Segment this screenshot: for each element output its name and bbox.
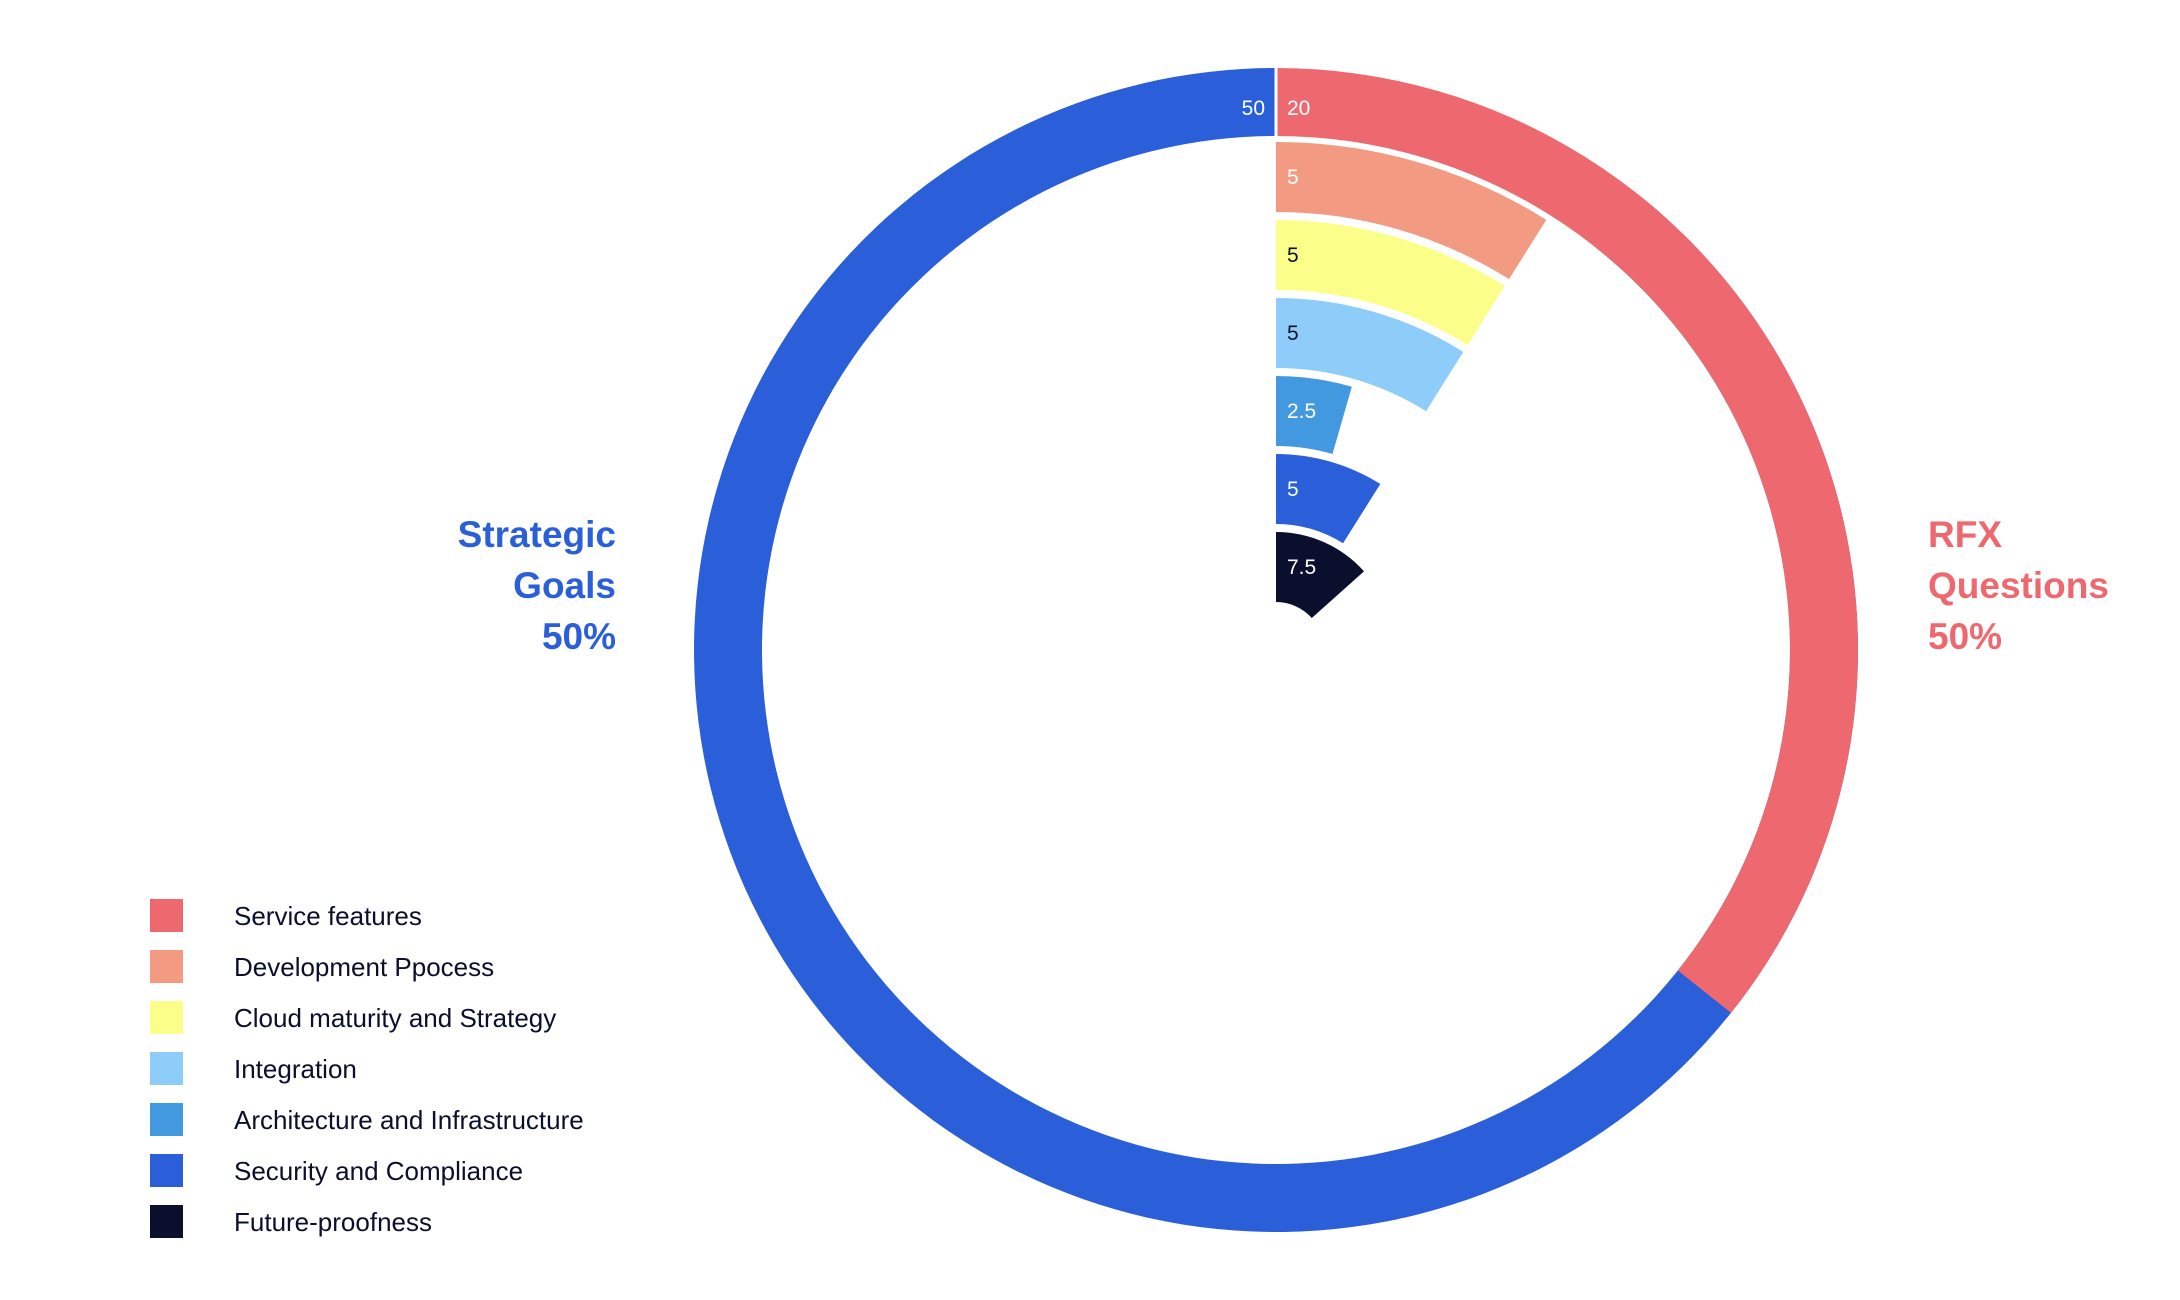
strategic-goals-label-line: Goals [513, 565, 616, 606]
inner-bar [1276, 298, 1464, 412]
legend-item: Service features [150, 899, 710, 932]
rfx-questions-label-line: RFX [1928, 514, 2002, 555]
rfx-questions-arc [1276, 68, 1859, 1013]
legend-swatch [150, 1103, 183, 1136]
legend-label: Integration [234, 1054, 357, 1084]
inner-bar [1276, 142, 1547, 280]
inner-bar-value-label: 7.5 [1287, 556, 1316, 579]
inner-bar [1276, 220, 1505, 346]
legend-swatch [150, 950, 183, 983]
legend-label: Security and Compliance [234, 1156, 524, 1186]
strategic-goals-value-label: 50 [1242, 97, 1265, 120]
inner-bar-value-label: 2.5 [1287, 400, 1316, 423]
legend-label: Development Ppocess [234, 952, 495, 982]
inner-bar-value-label: 5 [1287, 322, 1299, 345]
rfx-questions-label-line: Questions [1928, 565, 2109, 606]
legend-label: Cloud maturity and Strategy [234, 1003, 557, 1033]
inner-bar [1276, 532, 1364, 619]
inner-bar-value-label: 5 [1287, 244, 1299, 267]
legend-swatch [150, 1154, 183, 1187]
legend-label: Architecture and Infrastructure [234, 1105, 584, 1135]
strategic-goals-percent: 50% [541, 616, 616, 657]
rfx-questions-label: RFX Questions 50% [1928, 509, 2180, 662]
legend-swatch [150, 1001, 183, 1034]
legend-label: Service features [234, 901, 422, 931]
inner-bar-value-label: 5 [1287, 478, 1299, 501]
inner-bar [1276, 376, 1352, 454]
strategic-goals-label-line: Strategic [457, 514, 616, 555]
legend-swatch [150, 1205, 183, 1238]
inner-bar [1276, 454, 1381, 544]
rfx-questions-percent: 50% [1928, 616, 2003, 657]
legend-item: Cloud maturity and Strategy [150, 1001, 710, 1034]
legend-item: Future-proofness [150, 1205, 710, 1238]
inner-bar-value-label: 5 [1287, 166, 1299, 189]
legend-item: Architecture and Infrastructure [150, 1103, 710, 1136]
legend-item: Development Ppocess [150, 950, 710, 983]
strategic-goals-label: Strategic Goals 50% [316, 509, 616, 662]
legend-item: Security and Compliance [150, 1154, 710, 1187]
legend-item: Integration [150, 1052, 710, 1085]
legend-swatch [150, 1052, 183, 1085]
legend-label: Future-proofness [234, 1207, 432, 1237]
rfx-questions-value-label: 20 [1287, 97, 1310, 120]
legend-swatch [150, 899, 183, 932]
